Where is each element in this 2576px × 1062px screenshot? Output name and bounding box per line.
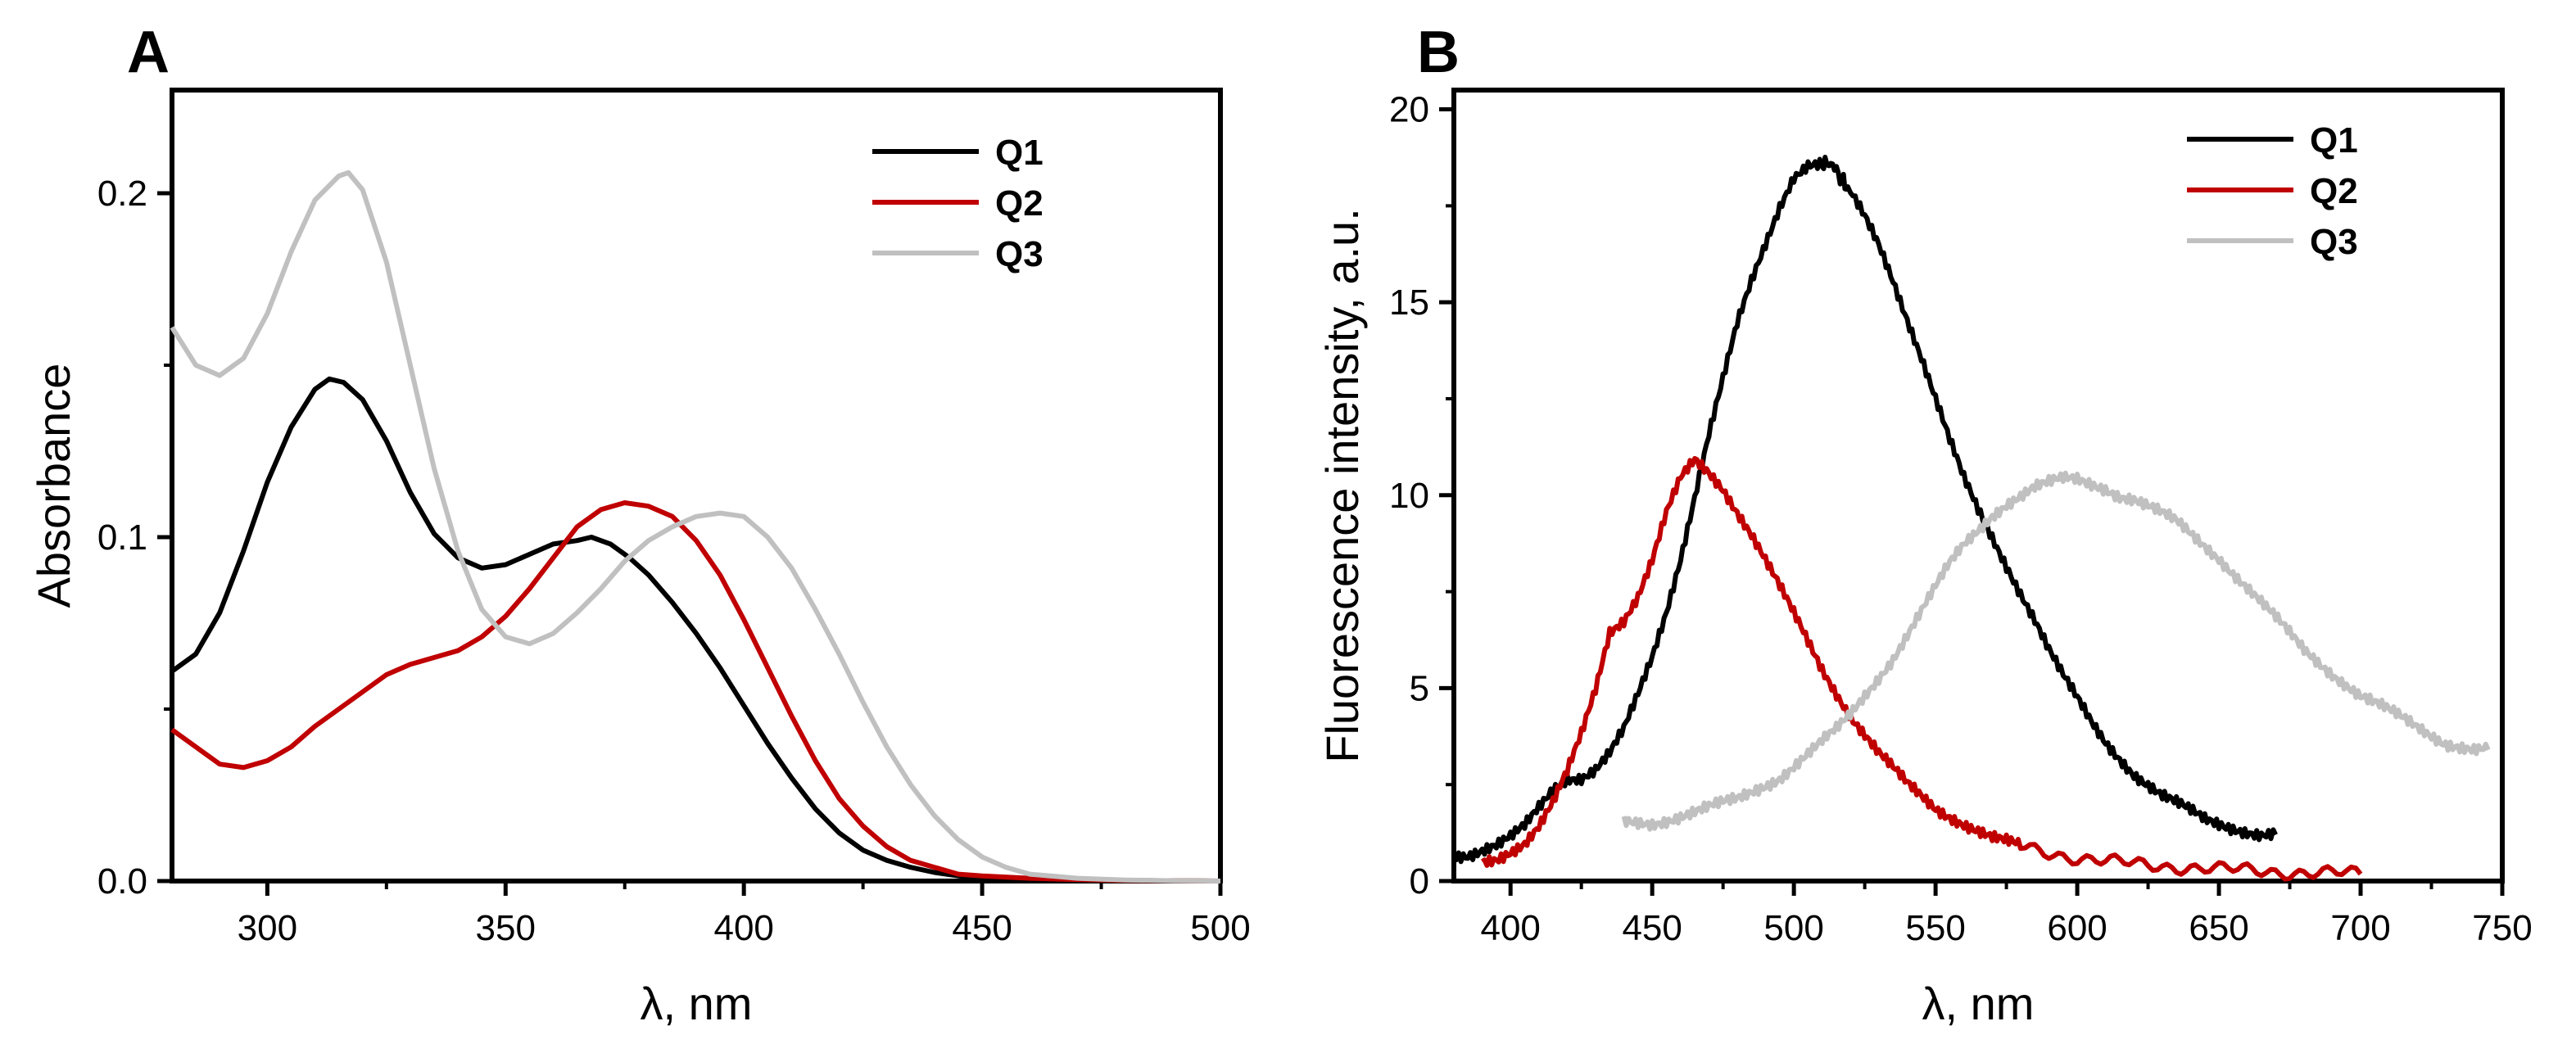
panel-b-x-axis-title: λ, nm (1922, 978, 2035, 1029)
panel-b-frame (1451, 88, 2505, 883)
panel-a-x-axis-title: λ, nm (641, 978, 753, 1029)
panel-b-x-tick-label: 650 (2189, 908, 2248, 948)
panel-b-y-tick-label: 10 (1389, 476, 1429, 516)
panel-b-legend-label-q3: Q3 (2310, 222, 2358, 262)
panel-b-legend-label-q1: Q1 (2310, 120, 2358, 160)
panel-a-x-tick-label: 400 (713, 908, 773, 948)
panel-a-y-axis-title: Absorbance (28, 364, 79, 608)
panel-a-legend-label-q3: Q3 (995, 234, 1044, 274)
panel-a-series-q2-line (170, 500, 1221, 883)
panel-b-letter: B (1417, 20, 1460, 85)
panel-a-legend-label-q1: Q1 (995, 133, 1044, 173)
panel-b-series-q3-line (1621, 470, 2491, 832)
panel-b-y-tick-label: 5 (1410, 668, 1429, 708)
panel-b-x-tick-label: 600 (2047, 908, 2107, 948)
panel-a-series-q3-line (170, 169, 1221, 883)
panel-b: B 400 450 500 550 600 650 700 750 0 5 10 15 20 λ, nm… (1316, 20, 2533, 1029)
panel-a-letter: A (127, 20, 170, 85)
panel-b-series-q2-line (1480, 455, 2363, 882)
panel-b-x-tick-label: 700 (2330, 908, 2390, 948)
panel-a-legend-label-q2: Q2 (995, 183, 1044, 224)
panel-b-y-tick-label: 20 (1389, 90, 1429, 130)
panel-b-x-tick-label: 400 (1480, 908, 1540, 948)
panel-b-legend-label-q2: Q2 (2310, 171, 2358, 211)
panel-a-x-tick-label: 350 (476, 908, 536, 948)
panel-a-x-tick-label: 500 (1190, 908, 1250, 948)
panel-a-x-tick-label: 450 (952, 908, 1012, 948)
panel-a-x-tick-label: 300 (238, 908, 297, 948)
panel-b-x-tick-label: 450 (1622, 908, 1682, 948)
panel-a-y-tick-label: 0.2 (97, 174, 147, 214)
panel-a: A 300 350 400 450 500 0.0 0.1 0.2 λ, nm Absorba… (28, 20, 1251, 1029)
panel-b-x-tick-label: 500 (1763, 908, 1823, 948)
panel-b-y-axis-title: Fluorescence intensity, a.u. (1316, 208, 1368, 763)
panel-b-y-tick-label: 0 (1410, 861, 1429, 902)
panel-b-x-tick-label: 750 (2472, 908, 2532, 948)
panel-b-series-q1-line (1451, 155, 2278, 865)
panel-a-y-tick-label: 0.1 (97, 517, 147, 558)
panel-b-x-tick-label: 550 (1905, 908, 1965, 948)
panel-b-y-tick-label: 15 (1389, 282, 1429, 323)
panel-a-series-q1-line (170, 376, 1221, 883)
panel-a-y-tick-label: 0.0 (97, 861, 147, 902)
panel-a-frame (170, 88, 1223, 883)
